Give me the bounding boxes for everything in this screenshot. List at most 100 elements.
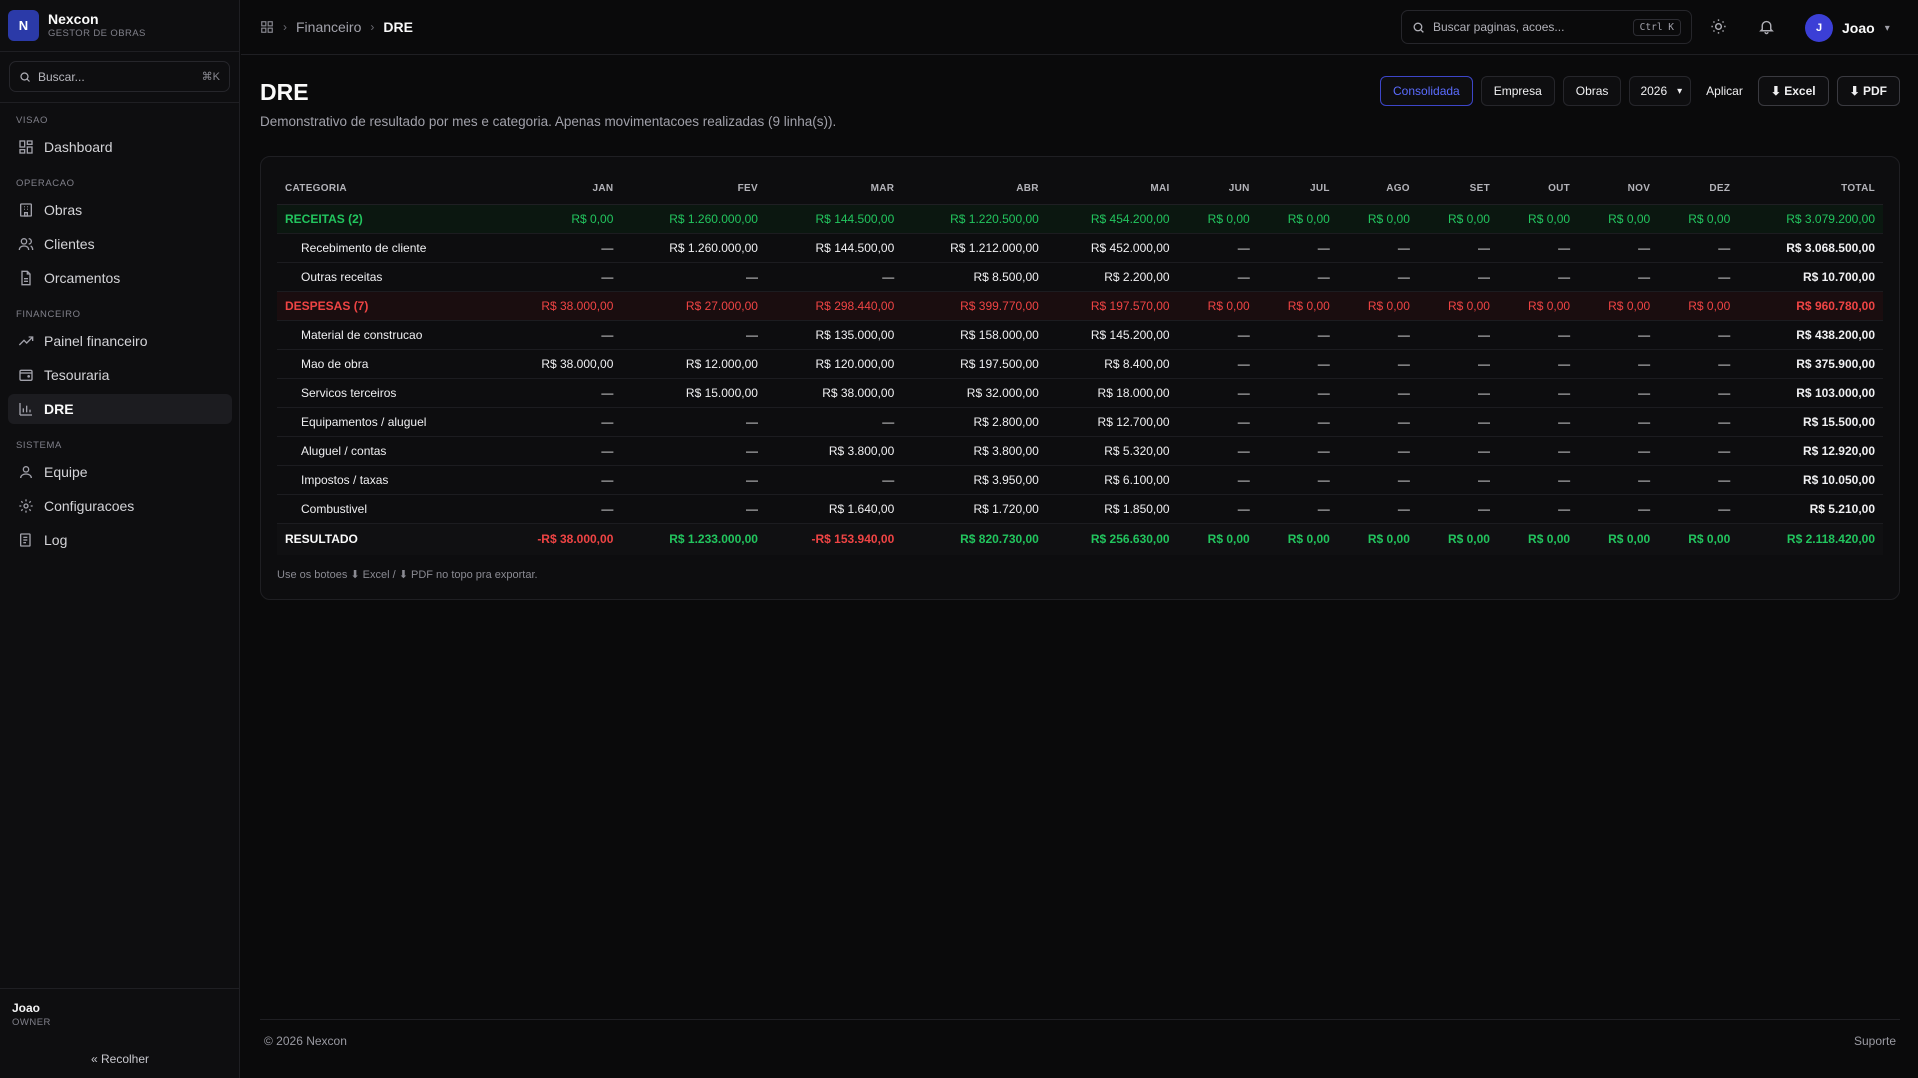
value-cell: — [1257, 436, 1338, 466]
sidebar-item-configuracoes[interactable]: Configuracoes [8, 491, 232, 521]
value-cell: — [1658, 262, 1739, 292]
sidebar-item-dashboard[interactable]: Dashboard [8, 132, 232, 162]
sidebar-item-equipe[interactable]: Equipe [8, 457, 232, 487]
users-icon [18, 236, 34, 252]
chevron-right-icon: › [370, 20, 375, 34]
value-cell: — [1497, 494, 1579, 524]
value-cell: — [1578, 378, 1659, 408]
column-header: FEV [621, 173, 766, 205]
sidebar-item-painel-financeiro[interactable]: Painel financeiro [8, 326, 232, 356]
value-cell: — [1497, 349, 1579, 379]
table-row: Material de construcao — — R$ 135.000,00 R$ … [277, 320, 1883, 350]
year-select[interactable]: 2026 ▾ [1629, 76, 1692, 106]
value-cell: R$ 0,00 [494, 204, 622, 234]
column-header: CATEGORIA [277, 173, 495, 205]
bell-icon[interactable] [1758, 18, 1776, 36]
collapse-button[interactable]: « Recolher [0, 1052, 240, 1066]
table-row: Combustivel — — R$ 1.640,00 R$ 1.720,00 R$ 1.… [277, 494, 1883, 524]
value-cell: R$ 1.640,00 [765, 494, 903, 524]
column-header: SET [1417, 173, 1498, 205]
trend-icon [18, 333, 34, 349]
footer: © 2026 Nexcon Suporte [260, 1019, 1900, 1078]
log-icon [18, 532, 34, 548]
value-cell: — [1417, 494, 1498, 524]
sidebar-search[interactable]: Buscar... ⌘K [9, 61, 230, 92]
value-cell: — [1177, 233, 1258, 263]
sidebar-item-label: Painel financeiro [44, 333, 148, 349]
sidebar-item-clientes[interactable]: Clientes [8, 229, 232, 259]
sidebar-item-label: Configuracoes [44, 498, 135, 514]
category-cell: Combustivel [277, 494, 495, 524]
value-cell: R$ 0,00 [1417, 522, 1498, 555]
value-cell: R$ 120.000,00 [765, 349, 903, 379]
excel-export-button[interactable]: ⬇ Excel [1757, 76, 1829, 106]
value-cell: R$ 0,00 [1337, 291, 1418, 321]
value-cell: R$ 438.200,00 [1738, 320, 1883, 350]
global-search[interactable]: Buscar paginas, acoes... Ctrl K [1401, 10, 1692, 44]
column-header: OUT [1497, 173, 1579, 205]
value-cell: — [1497, 465, 1579, 495]
user-name: Joao [1842, 20, 1875, 36]
value-cell: R$ 15.500,00 [1738, 407, 1883, 437]
table-row: Impostos / taxas — — — R$ 3.950,00 R$ 6.100,0… [277, 465, 1883, 495]
value-cell: R$ 1.260.000,00 [621, 233, 766, 263]
sidebar-item-obras[interactable]: Obras [8, 195, 232, 225]
sidebar-nav: VISAO Dashboard OPERACAO Obras Clientes … [0, 114, 240, 555]
sidebar-item-orcamentos[interactable]: Orcamentos [8, 263, 232, 293]
sidebar-item-label: Log [44, 532, 68, 548]
value-cell: R$ 2.200,00 [1046, 262, 1178, 292]
value-cell: — [1257, 465, 1338, 495]
value-cell: — [494, 262, 622, 292]
value-cell: R$ 0,00 [1658, 522, 1739, 555]
value-cell: R$ 0,00 [1578, 204, 1659, 234]
value-cell: — [1177, 436, 1258, 466]
apps-icon[interactable] [260, 20, 274, 34]
column-header: JUL [1257, 173, 1338, 205]
value-cell: — [1417, 320, 1498, 350]
value-cell: R$ 399.770,00 [902, 291, 1047, 321]
value-cell: — [1578, 494, 1659, 524]
aplicar-button[interactable]: Aplicar [1699, 76, 1750, 106]
consolidada-button[interactable]: Consolidada [1380, 76, 1473, 106]
value-cell: — [1177, 349, 1258, 379]
sun-icon[interactable] [1710, 18, 1728, 36]
value-cell: — [494, 494, 622, 524]
dre-table: CATEGORIA JAN FEV MAR ABR MAI JUN JUL AGO SET OUT N… [277, 173, 1883, 555]
value-cell: R$ 8.400,00 [1046, 349, 1178, 379]
value-cell: — [1658, 436, 1739, 466]
value-cell: — [1658, 233, 1739, 263]
value-cell: R$ 12.000,00 [621, 349, 766, 379]
value-cell: R$ 0,00 [1578, 522, 1659, 555]
value-cell: -R$ 153.940,00 [765, 522, 903, 555]
gear-icon [18, 498, 34, 514]
value-cell: R$ 0,00 [1257, 291, 1338, 321]
value-cell: — [1417, 465, 1498, 495]
value-cell: R$ 0,00 [1497, 204, 1579, 234]
empresa-button[interactable]: Empresa [1480, 76, 1555, 106]
obras-button[interactable]: Obras [1562, 76, 1622, 106]
value-cell: R$ 0,00 [1658, 291, 1739, 321]
support-link[interactable]: Suporte [1853, 1034, 1896, 1048]
column-header: NOV [1578, 173, 1659, 205]
value-cell: — [1578, 349, 1659, 379]
value-cell: R$ 3.800,00 [765, 436, 903, 466]
sidebar-item-tesouraria[interactable]: Tesouraria [8, 360, 232, 390]
user-menu[interactable]: J Joao ▾ [1805, 14, 1890, 42]
value-cell: — [1417, 349, 1498, 379]
value-cell: — [1337, 320, 1418, 350]
value-cell: R$ 12.700,00 [1046, 407, 1178, 437]
sidebar-item-log[interactable]: Log [8, 525, 232, 555]
despesas-row: DESPESAS (7) R$ 38.000,00 R$ 27.000,00 R$ 2… [277, 291, 1883, 321]
chevrons-left-icon: « [90, 1052, 98, 1066]
breadcrumb-financeiro[interactable]: Financeiro [296, 19, 362, 35]
brand[interactable]: N Nexcon GESTOR DE OBRAS [0, 0, 239, 52]
sidebar-item-label: Obras [44, 202, 83, 218]
sidebar: N Nexcon GESTOR DE OBRAS Buscar... ⌘K VI… [0, 0, 240, 1078]
sidebar-item-dre[interactable]: DRE [8, 394, 232, 424]
value-cell: — [1497, 436, 1579, 466]
category-cell: Equipamentos / aluguel [277, 407, 495, 437]
value-cell: R$ 38.000,00 [765, 378, 903, 408]
pdf-export-button[interactable]: ⬇ PDF [1836, 76, 1900, 106]
value-cell: — [1257, 262, 1338, 292]
brand-logo: N [8, 10, 39, 41]
